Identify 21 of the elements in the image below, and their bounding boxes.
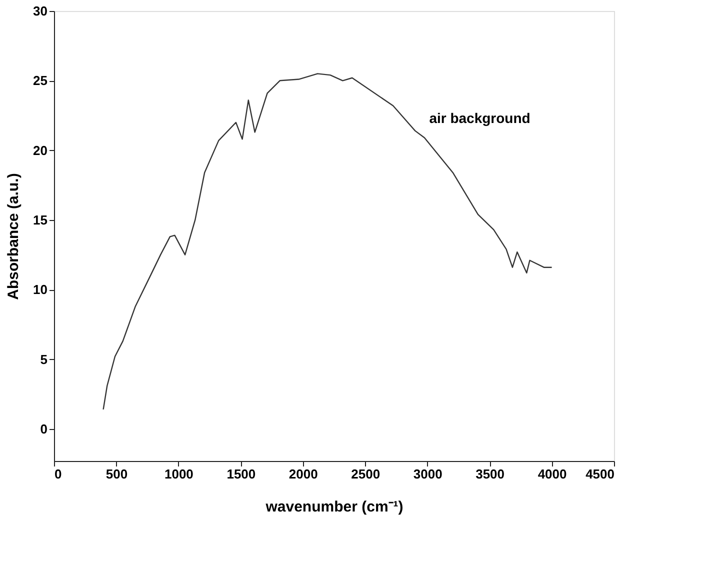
line-series: [102, 73, 552, 410]
y-tick-label: 5: [40, 352, 48, 367]
y-tick-label: 25: [33, 73, 48, 88]
x-tick-label: 2000: [288, 466, 318, 482]
x-axis-title: wavenumber (cm⁻¹): [264, 498, 404, 516]
y-tick-label: 15: [33, 212, 48, 228]
y-tick-label: 20: [33, 142, 48, 158]
y-tick-label: 10: [33, 282, 48, 298]
x-tick-label: 1500: [226, 466, 256, 482]
y-axis-title: Absorbance (a.u.): [5, 173, 22, 300]
x-tick-label: 1000: [164, 466, 194, 482]
x-tick-label: 3000: [413, 466, 442, 482]
annotation: air background: [429, 110, 530, 126]
y-tick-label: 0: [40, 421, 48, 436]
x-tick-label: 3500: [476, 466, 505, 482]
x-tick-label: 4500: [586, 466, 614, 482]
x-tick-label: 4000: [538, 466, 567, 482]
y-tick-label: 30: [33, 4, 48, 18]
x-tick-label: 0: [54, 466, 62, 482]
x-tick-label: 500: [106, 466, 128, 482]
x-tick-label: 2500: [351, 466, 380, 482]
